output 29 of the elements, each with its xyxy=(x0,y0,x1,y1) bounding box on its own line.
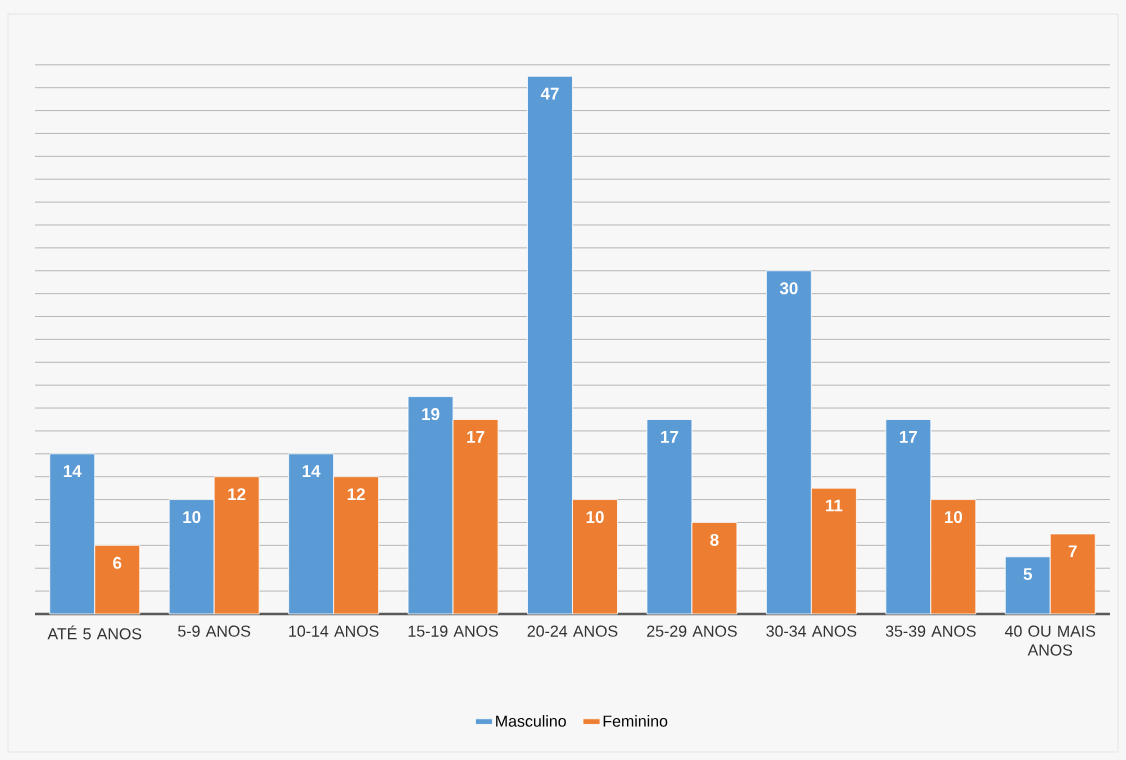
data-label: 17 xyxy=(899,431,917,443)
data-label: 10 xyxy=(586,511,604,524)
data-label: 11 xyxy=(825,499,843,512)
legend-label: Masculino xyxy=(496,715,566,727)
x-tick-label: 15-19 ANOS xyxy=(408,625,498,637)
data-label: 10 xyxy=(183,511,201,524)
x-tick-label: 35-39 ANOS xyxy=(885,625,976,637)
data-label: 7 xyxy=(1068,545,1077,558)
data-label: 12 xyxy=(347,488,365,501)
data-label: 14 xyxy=(63,465,82,477)
data-label: 17 xyxy=(661,431,679,443)
data-label: 8 xyxy=(710,533,719,546)
data-label: 6 xyxy=(113,556,122,569)
x-tick-label: 40 OU MAIS ANOS xyxy=(1005,625,1096,656)
data-label: 12 xyxy=(228,488,246,501)
x-tick-label: 10-14 ANOS xyxy=(289,625,379,637)
data-label: 14 xyxy=(302,465,321,477)
x-tick-label: 30-34 ANOS xyxy=(766,625,857,637)
data-label: 30 xyxy=(779,282,798,295)
data-label: 5 xyxy=(1023,568,1032,581)
legend-label: Feminino xyxy=(603,715,668,727)
x-tick-label: 25-29 ANOS xyxy=(647,625,737,637)
x-tick-label: ATÉ 5 ANOS xyxy=(47,625,142,640)
data-label: 19 xyxy=(422,408,440,421)
data-label: 17 xyxy=(467,431,485,443)
x-tick-label: 5-9 ANOS xyxy=(178,625,251,637)
data-label: 10 xyxy=(944,511,963,524)
x-tick-label: 20-24 ANOS xyxy=(527,625,618,637)
data-label: 47 xyxy=(540,87,559,100)
